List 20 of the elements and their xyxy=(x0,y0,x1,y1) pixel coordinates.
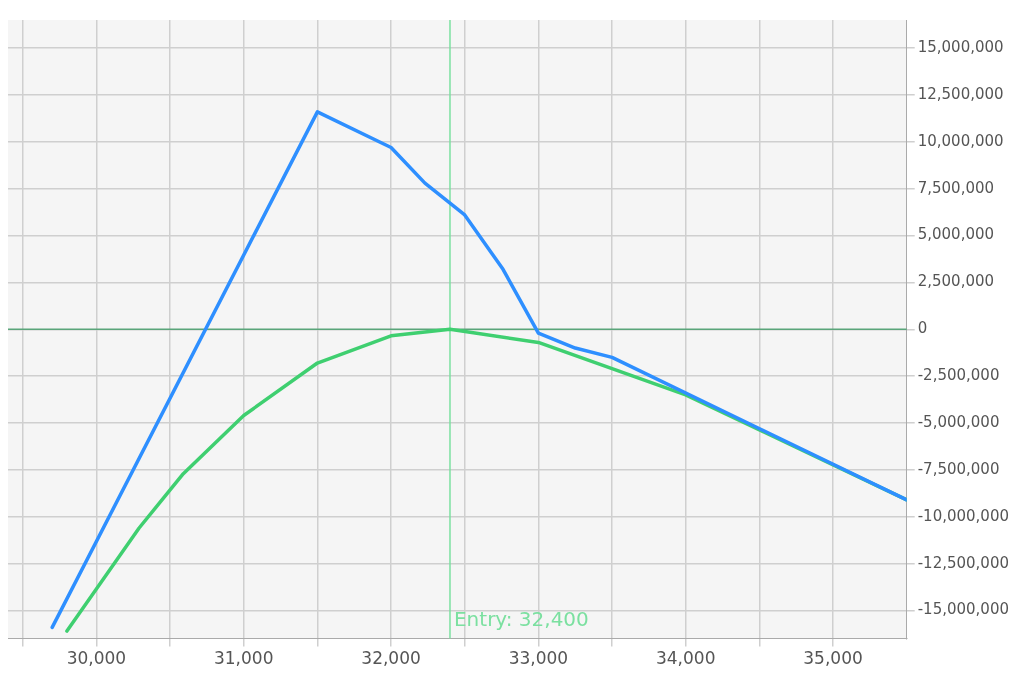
y-tick-label: 7,500,000 xyxy=(917,178,995,197)
y-tick-label: 15,000,000 xyxy=(917,38,1004,57)
y-tick-label: 0 xyxy=(917,319,928,338)
x-tick-label: 33,000 xyxy=(508,648,569,669)
x-tick-label: 32,000 xyxy=(361,648,421,669)
x-tick-label: 30,000 xyxy=(66,648,127,669)
y-tick-label: 2,500,000 xyxy=(917,272,995,291)
y-tick-label: -12,500,000 xyxy=(917,553,1009,572)
y-tick-label: 12,500,000 xyxy=(917,84,1004,103)
y-tick-label: -7,500,000 xyxy=(917,459,1000,478)
y-tick-label: 10,000,000 xyxy=(917,131,1004,150)
ref-line-label: Entry: 32,400 xyxy=(453,606,589,631)
y-tick-label: -5,000,000 xyxy=(917,412,1000,431)
x-tick-label: 35,000 xyxy=(803,648,863,669)
y-tick-label: 5,000,000 xyxy=(917,225,995,244)
y-tick-label: -15,000,000 xyxy=(917,600,1009,619)
x-tick-label: 34,000 xyxy=(655,648,716,669)
x-tick-label: 31,000 xyxy=(213,648,274,669)
y-tick-label: -2,500,000 xyxy=(917,366,1000,385)
y-tick-label: -10,000,000 xyxy=(917,506,1009,525)
